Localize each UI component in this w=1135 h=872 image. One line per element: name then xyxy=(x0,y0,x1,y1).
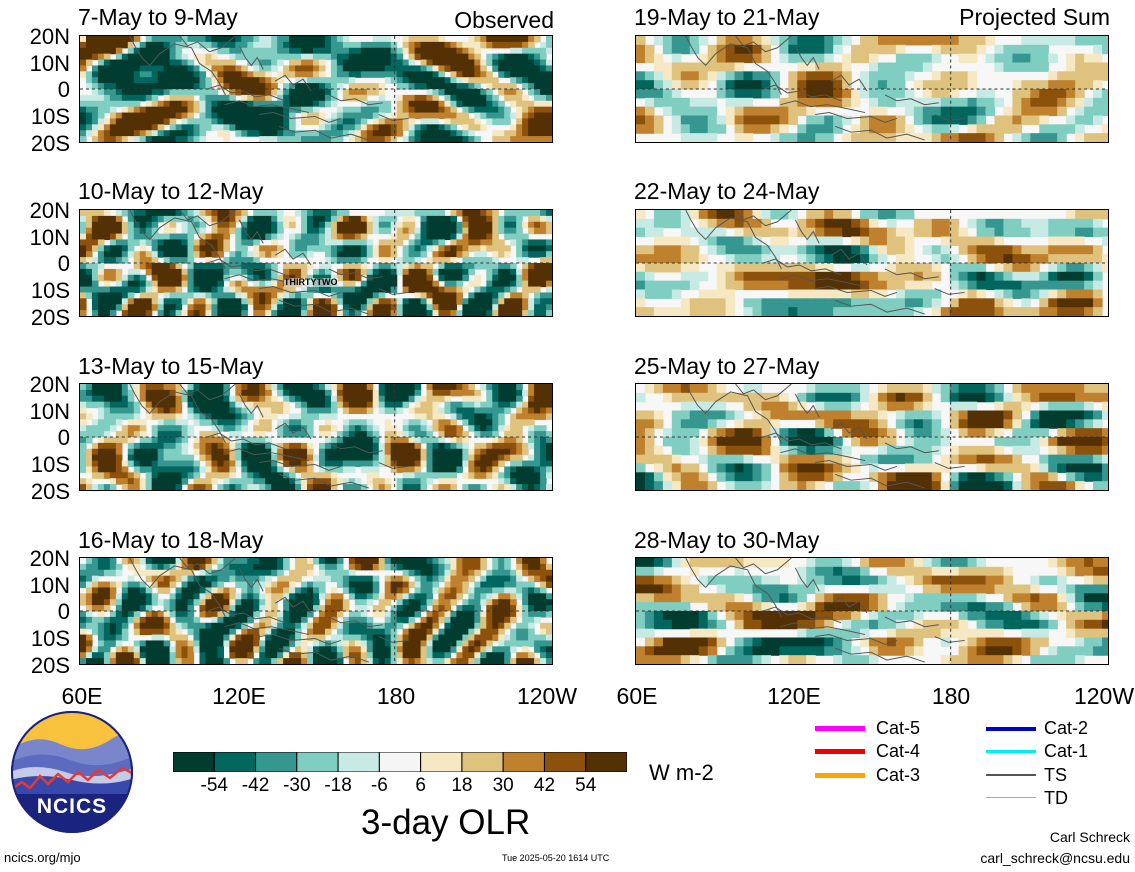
storm-label: THIRTYTWO xyxy=(284,277,338,287)
lon-tick: 180 xyxy=(931,683,971,709)
olr-map xyxy=(635,35,1109,143)
colorbar-units: W m-2 xyxy=(649,760,714,785)
panel-tag-projected: Projected Sum xyxy=(959,4,1110,30)
colorbar-swatch xyxy=(461,752,504,772)
colorbar-tick: -30 xyxy=(283,775,311,796)
colorbar-swatch xyxy=(296,752,339,772)
colorbar-title: 3-day OLR xyxy=(361,803,531,842)
colorbar-tick: 30 xyxy=(492,775,514,796)
lat-tick: 0 xyxy=(57,599,70,624)
olr-map xyxy=(635,383,1109,491)
colorbar-swatch xyxy=(543,752,587,772)
lat-tick: 20N xyxy=(29,372,70,397)
lon-tick: 120E xyxy=(212,683,266,709)
lat-tick: 10S xyxy=(30,626,70,651)
colorbar-tick: 18 xyxy=(451,775,473,796)
panel-title: 19-May to 21-May xyxy=(634,4,820,30)
legend-label: Cat-1 xyxy=(1044,741,1089,761)
panel-title: 13-May to 15-May xyxy=(78,353,264,379)
logo-text: NCICS xyxy=(36,795,108,818)
lat-tick: 10N xyxy=(29,225,70,250)
olr-map xyxy=(79,35,553,143)
logo-graphic xyxy=(11,711,133,833)
colorbar-swatch xyxy=(378,752,422,772)
lon-tick: 120W xyxy=(516,683,578,709)
lat-tick: 20S xyxy=(30,653,70,678)
footer-author: Carl Schreck xyxy=(1049,829,1130,845)
lat-tick: 10S xyxy=(30,278,70,303)
olr-map xyxy=(635,209,1109,317)
olr-map: THIRTYTWO xyxy=(79,209,553,317)
colorbar-swatch xyxy=(420,752,463,772)
panel-title: 25-May to 27-May xyxy=(634,353,820,379)
footer-email[interactable]: carl_schreck@ncsu.edu xyxy=(980,850,1130,866)
legend-swatch xyxy=(815,773,865,778)
lat-tick: 10N xyxy=(29,399,70,424)
lat-tick: 0 xyxy=(57,77,70,102)
legend-label: Cat-4 xyxy=(876,741,921,761)
lat-tick: 20N xyxy=(29,24,70,49)
lon-tick: 120E xyxy=(767,683,821,709)
lon-tick: 60E xyxy=(616,683,658,709)
colorbar-swatch xyxy=(502,752,545,772)
lat-tick: 20S xyxy=(30,479,70,504)
legend-swatch xyxy=(986,774,1036,776)
footer-timestamp: Tue 2025-05-20 1614 UTC xyxy=(502,853,610,863)
legend-swatch xyxy=(815,749,865,754)
lat-tick: 20N xyxy=(29,546,70,571)
lat-tick: 20S xyxy=(30,131,70,156)
legend-swatch xyxy=(986,750,1036,753)
legend-label: Cat-5 xyxy=(876,718,921,738)
colorbar-tick: 42 xyxy=(533,775,556,796)
panel-tag-observed: Observed xyxy=(454,7,554,33)
panel-title: 22-May to 24-May xyxy=(634,178,820,204)
colorbar-tick: -18 xyxy=(324,775,352,796)
lon-tick: 60E xyxy=(61,683,103,709)
colorbar-swatch xyxy=(173,752,215,772)
olr-map xyxy=(635,557,1109,665)
lat-tick: 0 xyxy=(57,425,70,450)
colorbar-swatches xyxy=(173,752,627,772)
footer-url[interactable]: ncics.org/mjo xyxy=(4,850,81,865)
lon-tick: 120W xyxy=(1073,683,1135,709)
olr-map xyxy=(79,383,553,491)
legend-swatch xyxy=(815,726,865,731)
panel-title: 16-May to 18-May xyxy=(78,527,264,553)
legend-label: Cat-2 xyxy=(1044,718,1089,738)
lon-tick: 180 xyxy=(376,683,416,709)
colorbar-tick: -6 xyxy=(370,775,388,796)
colorbar-swatch xyxy=(337,752,380,772)
lat-tick: 10S xyxy=(30,452,70,477)
legend-label: TS xyxy=(1044,765,1068,785)
legend-label: Cat-3 xyxy=(876,765,921,785)
colorbar-swatch xyxy=(255,752,298,772)
lat-tick: 10N xyxy=(29,573,70,598)
lat-tick: 20N xyxy=(29,198,70,223)
colorbar-tick: -42 xyxy=(241,775,270,796)
legend-swatch xyxy=(986,797,1036,798)
colorbar-tick: 54 xyxy=(575,775,597,796)
colorbar-swatch xyxy=(213,752,257,772)
lat-tick: 10S xyxy=(30,104,70,129)
colorbar-swatch xyxy=(585,752,627,772)
colorbar-tick: 6 xyxy=(415,775,426,796)
lat-tick: 20S xyxy=(30,305,70,330)
ncics-logo: NCICS xyxy=(10,710,134,834)
lat-tick: 0 xyxy=(57,251,70,276)
panel-title: 28-May to 30-May xyxy=(634,527,820,553)
legend-swatch xyxy=(986,727,1036,731)
legend-label: TD xyxy=(1044,788,1068,808)
colorbar-tick: -54 xyxy=(200,775,228,796)
olr-map xyxy=(79,557,553,665)
panel-title: 10-May to 12-May xyxy=(78,178,264,204)
lat-tick: 10N xyxy=(29,51,70,76)
panel-title: 7-May to 9-May xyxy=(78,4,238,30)
